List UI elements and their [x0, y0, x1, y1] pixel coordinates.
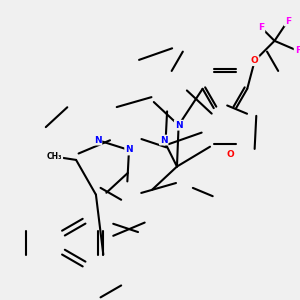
Text: O: O — [251, 56, 259, 65]
Text: F: F — [285, 16, 291, 26]
Text: O: O — [226, 151, 234, 160]
Text: F: F — [295, 46, 300, 55]
Text: N: N — [125, 146, 133, 154]
Text: N: N — [94, 136, 101, 145]
Text: N: N — [175, 121, 182, 130]
Text: CH₃: CH₃ — [47, 152, 62, 161]
Text: N: N — [160, 136, 167, 145]
Text: F: F — [258, 23, 264, 32]
